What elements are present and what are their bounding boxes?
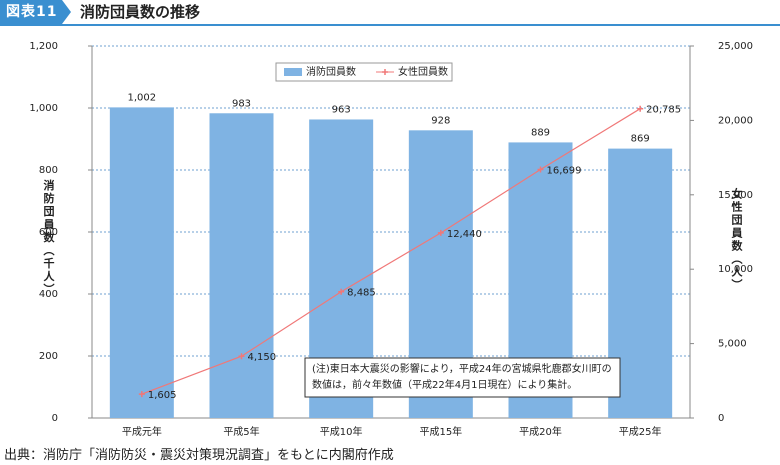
y2-tick-label: 20,000 — [718, 115, 753, 126]
point-label: 12,440 — [447, 229, 482, 240]
point-label: 16,699 — [547, 166, 582, 177]
y-tick-label: 800 — [39, 165, 58, 176]
y-axis-title: 消防団員数（千人） — [42, 178, 56, 296]
legend-swatch — [284, 68, 302, 76]
x-tick-label: 平成20年 — [519, 425, 562, 438]
bar-label: 928 — [431, 115, 450, 126]
point-label: 20,785 — [646, 105, 681, 116]
legend-box — [275, 62, 453, 82]
marker — [338, 288, 345, 295]
figure-label: 図表11 — [0, 0, 62, 24]
marker — [537, 166, 544, 173]
y2-tick-label: 5,000 — [718, 339, 747, 350]
y2-tick-label: 25,000 — [718, 41, 753, 52]
y-tick-label: 0 — [52, 413, 58, 424]
y-tick-label: 600 — [39, 227, 58, 238]
chart-title: 消防団員数の推移 — [80, 3, 201, 21]
point-label: 4,150 — [248, 352, 277, 363]
x-tick-label: 平成元年 — [122, 425, 162, 438]
y2-tick-label: 10,000 — [718, 264, 753, 275]
x-tick-label: 平成15年 — [419, 425, 462, 438]
line — [141, 108, 641, 395]
y-tick-label: 400 — [39, 289, 58, 300]
note-text: 数値は，前々年数値（平成22年4月1日現在）により集計。 — [312, 378, 577, 391]
bar-label: 889 — [531, 127, 550, 138]
marker — [238, 353, 245, 360]
legend-label: 消防団員数 — [306, 65, 356, 78]
bar-label: 983 — [232, 98, 251, 109]
source: 出典：消防庁「消防防災・震災対策現況調査」をもとに内閣府作成 — [4, 448, 394, 463]
point-label: 8,485 — [347, 288, 376, 299]
bar-label: 963 — [332, 104, 351, 115]
marker — [138, 391, 145, 398]
chevron — [62, 0, 71, 24]
header: 図表11 消防団員数の推移 — [0, 0, 780, 26]
marker — [637, 105, 644, 112]
y2-axis-title: 女性団員数（人） — [730, 187, 744, 292]
chart: 0 200 400 600 800 1,000 1,200 0 5,000 10,000 15,00… — [29, 41, 753, 438]
y-tick-label: 1,000 — [29, 103, 58, 114]
point-label: 1,605 — [148, 390, 177, 401]
bar — [109, 107, 174, 418]
x-tick-label: 平成10年 — [320, 425, 363, 438]
y2-tick-label: 0 — [718, 413, 724, 424]
marker — [437, 229, 444, 236]
y2-tick-label: 15,000 — [718, 190, 753, 201]
note-text: (注)東日本大震災の影響により，平成24年の宮城県牝鹿郡女川町の — [312, 362, 612, 375]
legend-marker — [382, 69, 388, 75]
bar-label: 1,002 — [128, 92, 157, 103]
legend-label: 女性団員数 — [398, 65, 448, 78]
x-tick-label: 平成5年 — [223, 425, 259, 438]
x-tick-label: 平成25年 — [619, 425, 662, 438]
y-tick-label: 200 — [39, 351, 58, 362]
note-box — [304, 357, 621, 398]
bar — [209, 113, 274, 419]
y-tick-label: 1,200 — [29, 41, 58, 52]
bar-label: 869 — [631, 134, 650, 145]
